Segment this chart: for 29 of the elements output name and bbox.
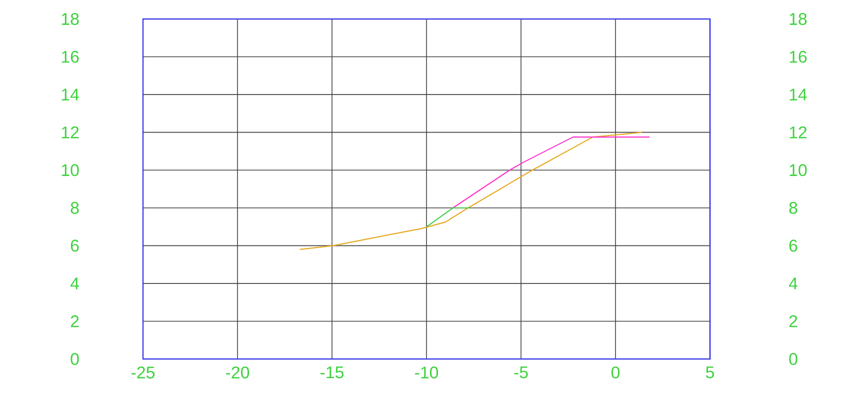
- x-tick-label: -20: [226, 366, 250, 379]
- y-tick-label: 0: [789, 353, 798, 365]
- y2-tick-label: 6: [70, 240, 79, 252]
- line-series: [452, 136, 650, 208]
- x-tick-label: -15: [320, 366, 344, 378]
- y2-tick-label: 12: [62, 126, 79, 138]
- y2-tick-label: 10: [62, 164, 79, 176]
- x-tick-label: -10: [415, 366, 438, 379]
- y-tick-label: 6: [789, 240, 798, 252]
- y-tick-label: 8: [789, 202, 798, 214]
- y2-tick-label: 2: [70, 315, 79, 328]
- y2-tick-label: 18: [62, 13, 79, 25]
- x-tick-label: -25: [132, 366, 155, 379]
- x-tick-label: 5: [706, 366, 714, 378]
- y2-tick-label: 14: [62, 88, 79, 100]
- y-tick-label: 18: [790, 13, 807, 25]
- y-tick-label: 10: [790, 164, 807, 176]
- y2-tick-label: 8: [70, 202, 79, 214]
- y-tick-label: 12: [790, 126, 807, 138]
- y2-tick-label: 4: [70, 278, 79, 290]
- y2-tick-label: 16: [62, 50, 79, 63]
- y-tick-label: 16: [790, 50, 807, 63]
- x-tick-label: 0: [611, 366, 620, 379]
- y-tick-label: 14: [790, 88, 807, 100]
- line-series: [299, 132, 643, 250]
- x-tick-label: -5: [514, 366, 528, 378]
- y-tick-label: 2: [789, 315, 798, 328]
- y-tick-label: 4: [788, 278, 798, 290]
- y2-tick-label: 0: [70, 353, 79, 365]
